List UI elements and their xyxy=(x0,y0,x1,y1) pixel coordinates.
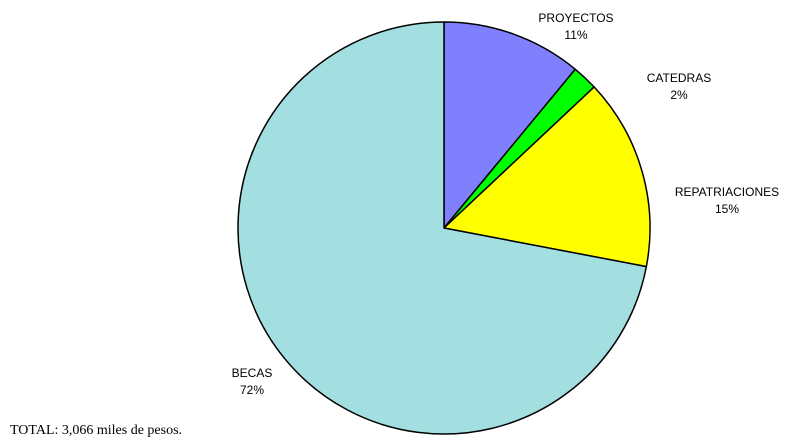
slice-percent-becas: 72% xyxy=(240,383,264,397)
slice-label-repatriaciones: REPATRIACIONES xyxy=(675,185,779,199)
slice-label-catedras: CATEDRAS xyxy=(647,71,711,85)
pie-slices xyxy=(237,21,651,435)
total-note: TOTAL: 3,066 miles de pesos. xyxy=(10,423,183,438)
slice-label-becas: BECAS xyxy=(232,366,273,380)
pie-slice-repatriaciones xyxy=(443,86,651,268)
pie-slice-becas xyxy=(237,21,648,435)
pie-slice-proyectos xyxy=(443,21,577,229)
slice-percent-catedras: 2% xyxy=(670,88,688,102)
pie-labels: PROYECTOS 11% CATEDRAS 2% REPATRIACIONES 15% B… xyxy=(232,11,779,397)
slice-percent-repatriaciones: 15% xyxy=(715,202,739,216)
slice-label-proyectos: PROYECTOS xyxy=(538,11,613,25)
slice-percent-proyectos: 11% xyxy=(564,28,587,42)
